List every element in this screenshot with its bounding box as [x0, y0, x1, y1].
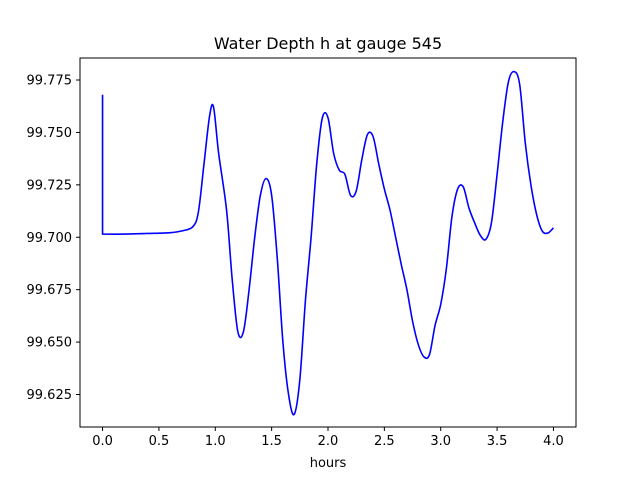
series-line [101, 70, 555, 416]
x-tick-label: 0.5 [149, 434, 170, 449]
series-layer [101, 70, 555, 416]
y-tick-label: 99.625 [27, 388, 73, 403]
x-tick-label: 0.0 [92, 434, 113, 449]
y-tick-label: 99.725 [27, 178, 73, 193]
y-axis: 99.625 99.650 99.675 99.700 99.725 99.750 99.7… [27, 74, 80, 403]
y-tick-label: 99.675 [27, 283, 73, 298]
x-tick-label: 2.5 [374, 434, 395, 449]
x-tick-label: 1.0 [205, 434, 226, 449]
x-tick-label: 3.5 [487, 434, 508, 449]
x-tick-label: 1.5 [261, 434, 282, 449]
y-tick-label: 99.775 [27, 74, 73, 89]
x-tick-label: 2.0 [318, 434, 339, 449]
y-tick-label: 99.750 [27, 126, 73, 141]
x-tick-label: 3.0 [430, 434, 451, 449]
y-tick-label: 99.700 [27, 231, 73, 246]
x-axis: 0.0 0.5 1.0 1.5 2.0 2.5 3.0 3.5 4.0 [92, 427, 564, 449]
y-tick-label: 99.650 [27, 336, 73, 351]
chart-title: Water Depth h at gauge 545 [214, 34, 442, 53]
x-axis-label: hours [310, 456, 347, 471]
x-tick-label: 4.0 [543, 434, 564, 449]
